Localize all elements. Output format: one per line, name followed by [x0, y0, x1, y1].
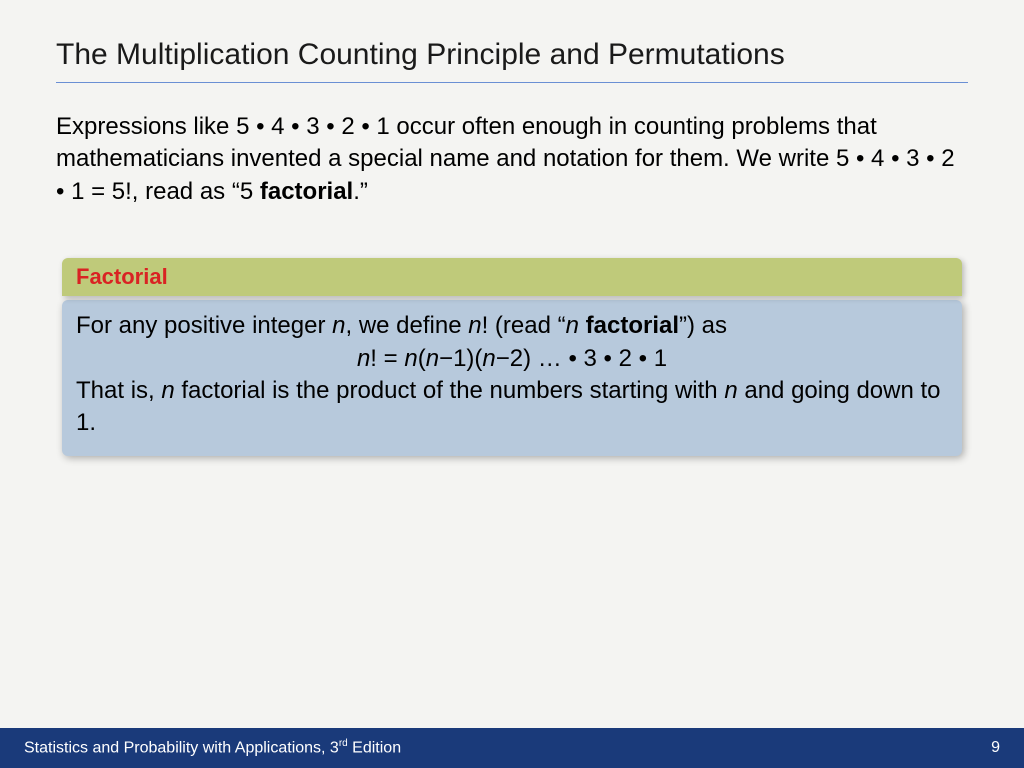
definition-line-1: For any positive integer n, we define n!…	[76, 310, 948, 342]
footer-text-b: Edition	[348, 740, 401, 757]
def-l1-a: For any positive integer	[76, 312, 332, 339]
def-f-b: ! =	[370, 345, 404, 372]
def-l1-c: ! (read “	[482, 312, 566, 339]
def-f-d: (	[418, 345, 426, 372]
def-f-e: n	[426, 345, 439, 372]
def-l1-n3: n	[566, 312, 579, 339]
intro-bold: factorial	[260, 178, 353, 205]
def-l1-n1: n	[332, 312, 345, 339]
intro-text-1: Expressions like 5 • 4 • 3 • 2 • 1 occur…	[56, 113, 955, 205]
definition-box: Factorial For any positive integer n, we…	[56, 258, 968, 456]
def-f-a: n	[357, 345, 370, 372]
def-f-c: n	[404, 345, 417, 372]
footer-bar: Statistics and Probability with Applicat…	[0, 728, 1024, 768]
def-l1-d: ”) as	[679, 312, 727, 339]
def-l3-n: n	[161, 377, 174, 404]
def-f-h: −2) … • 3 • 2 • 1	[496, 345, 667, 372]
def-f-f: −1)(	[439, 345, 482, 372]
def-l1-n2: n	[468, 312, 481, 339]
def-l1-bold: factorial	[586, 312, 679, 339]
footer-text-a: Statistics and Probability with Applicat…	[24, 740, 339, 757]
footer-book-title: Statistics and Probability with Applicat…	[24, 738, 401, 757]
def-l3-b: factorial is the product of the numbers …	[175, 377, 725, 404]
definition-line-3: That is, n factorial is the product of t…	[76, 375, 948, 440]
definition-formula: n! = n(n−1)(n−2) … • 3 • 2 • 1	[76, 343, 948, 375]
definition-body: For any positive integer n, we define n!…	[62, 300, 962, 456]
def-l3-n2: n	[724, 377, 737, 404]
def-l1-sp	[579, 312, 586, 339]
slide: The Multiplication Counting Principle an…	[0, 0, 1024, 768]
page-number: 9	[991, 739, 1000, 757]
footer-sup: rd	[339, 738, 348, 749]
definition-header: Factorial	[62, 258, 962, 296]
def-l3-a: That is,	[76, 377, 161, 404]
intro-text-2: .”	[353, 178, 368, 205]
slide-title: The Multiplication Counting Principle an…	[56, 38, 968, 83]
intro-paragraph: Expressions like 5 • 4 • 3 • 2 • 1 occur…	[56, 111, 968, 208]
def-l1-b: , we define	[345, 312, 468, 339]
def-f-g: n	[482, 345, 495, 372]
